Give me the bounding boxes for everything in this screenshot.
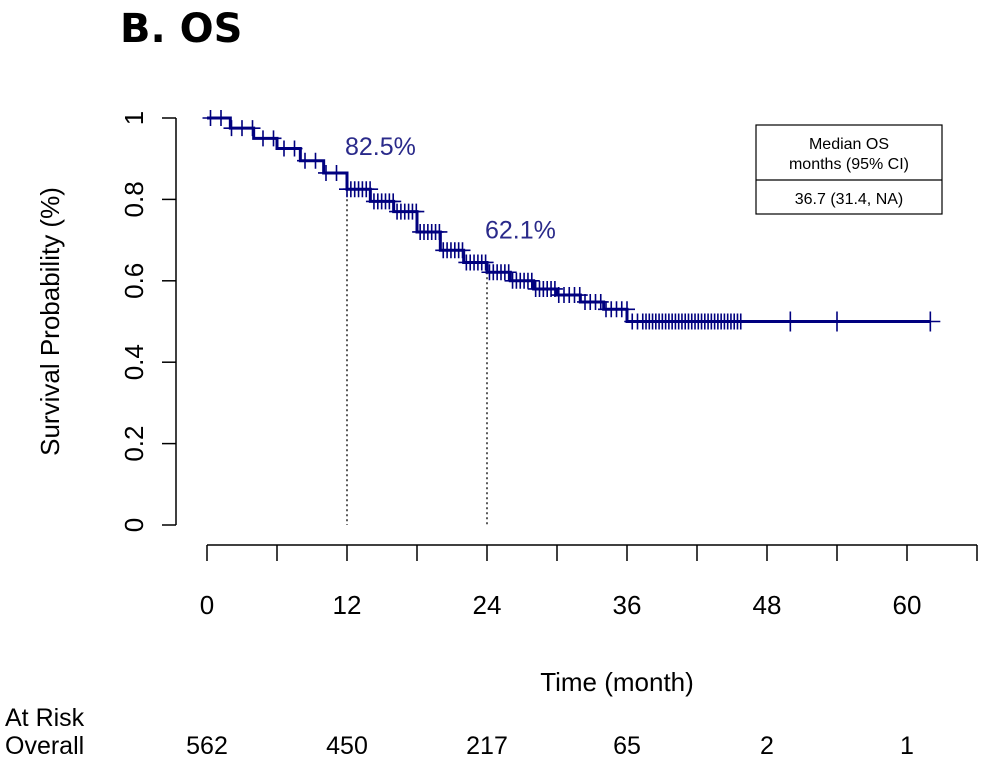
at-risk-table: At Risk Overall 562 450 217 65 2 1 [5, 704, 914, 758]
y-tick-label: 1 [119, 111, 149, 125]
at-risk-count: 1 [900, 732, 914, 758]
y-axis-label: Survival Probability (%) [35, 187, 65, 456]
legend-header-line2: months (95% CI) [789, 156, 909, 173]
x-tick-label: 60 [893, 590, 922, 620]
at-risk-count: 65 [613, 732, 641, 758]
x-axis: 0 12 24 36 48 60 [200, 544, 978, 620]
reference-lines [346, 189, 488, 525]
annotation-label: 82.5% [345, 133, 416, 161]
x-tick-label: 48 [753, 590, 782, 620]
panel-title: B. OS [120, 6, 242, 52]
legend-header-line1: Median OS [809, 136, 889, 153]
survival-curve [207, 116, 931, 323]
at-risk-title: At Risk [5, 704, 85, 732]
x-tick-label: 36 [613, 590, 642, 620]
y-tick-label: 0.8 [119, 181, 149, 217]
at-risk-group-label: Overall [5, 732, 84, 758]
y-tick-label: 0.6 [119, 263, 149, 299]
curve-layer [207, 116, 931, 323]
y-tick-label: 0.2 [119, 426, 149, 462]
y-tick-label: 0 [119, 518, 149, 532]
x-tick-label: 0 [200, 590, 214, 620]
x-axis-label: Time (month) [540, 667, 694, 697]
legend-value: 36.7 (31.4, NA) [795, 191, 904, 208]
legend-frame [755, 124, 943, 215]
annotation-label: 62.1% [485, 216, 556, 244]
x-tick-label: 24 [473, 590, 502, 620]
annotations: 82.5% 62.1% [345, 133, 556, 244]
y-tick-label: 0.4 [119, 344, 149, 380]
at-risk-count: 562 [186, 732, 228, 758]
x-tick-label: 12 [333, 590, 362, 620]
at-risk-count: 2 [760, 732, 774, 758]
legend-box: Median OS months (95% CI) 36.7 (31.4, NA… [755, 124, 943, 215]
at-risk-count: 450 [326, 732, 368, 758]
at-risk-count: 217 [466, 732, 508, 758]
y-axis: 0 0.2 0.4 0.6 0.8 1 [119, 111, 177, 532]
